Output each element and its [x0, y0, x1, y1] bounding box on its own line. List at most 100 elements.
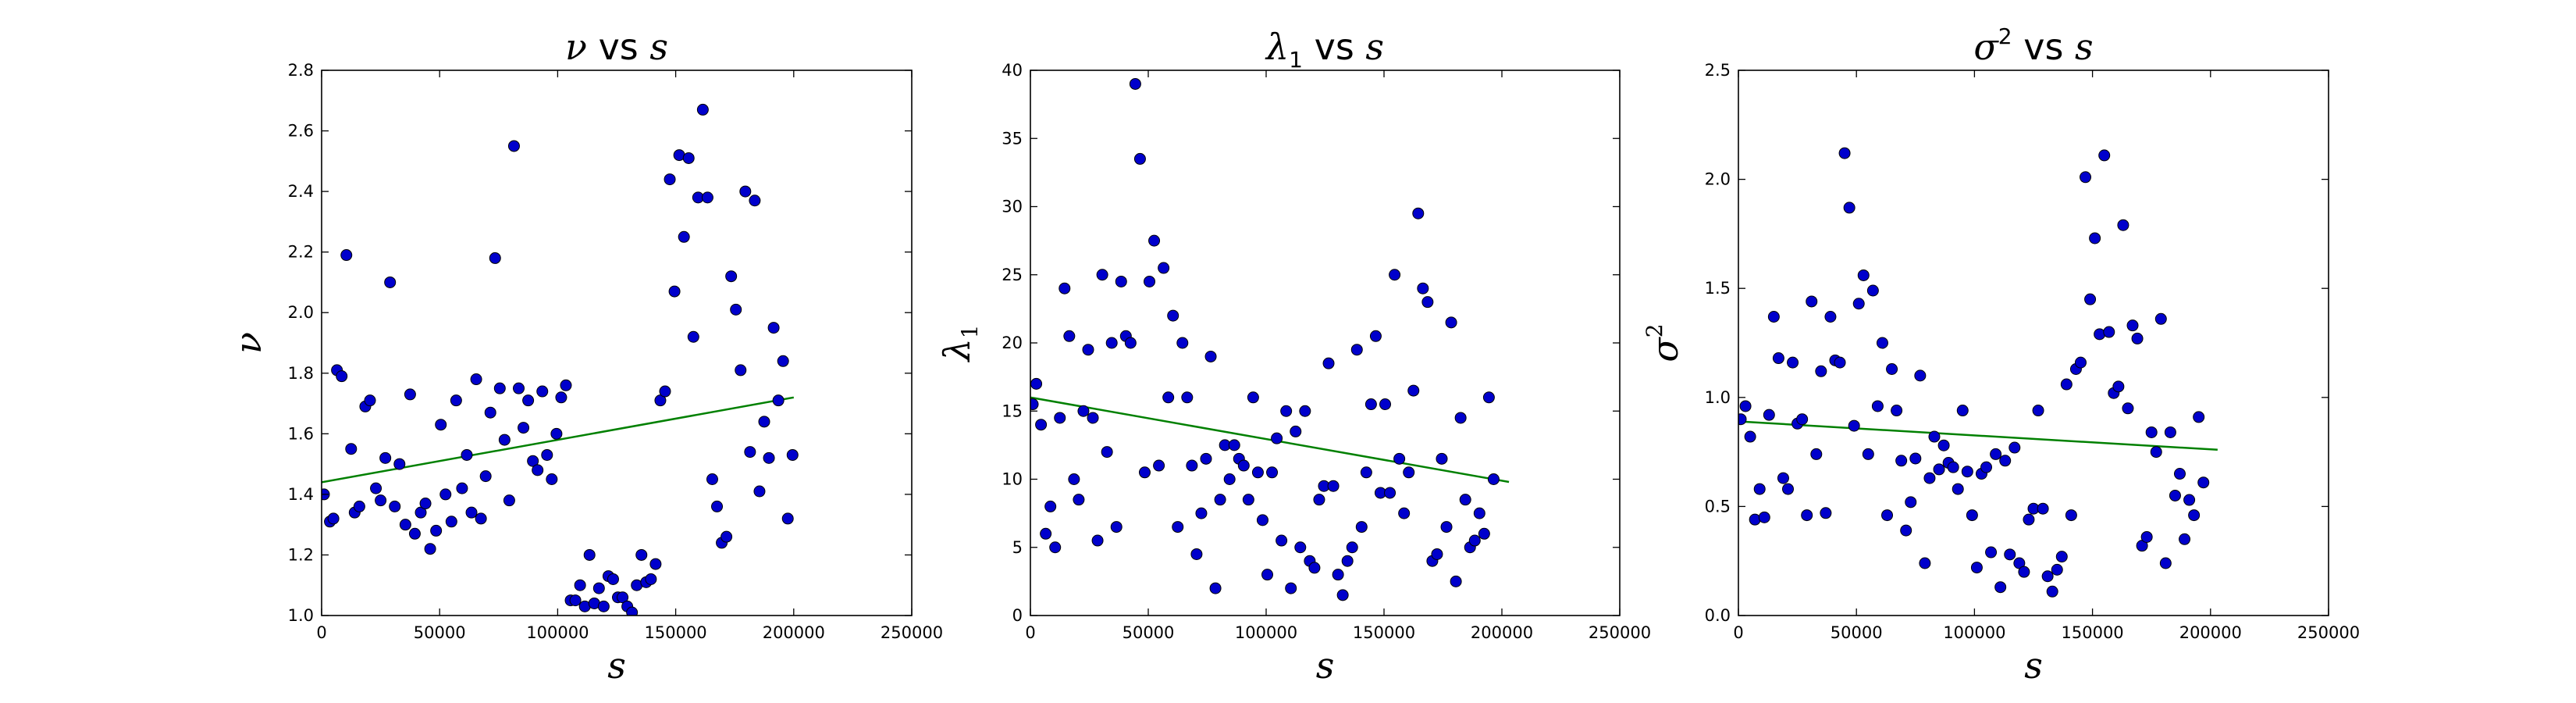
x-tick-label: 150000 — [645, 623, 707, 642]
data-point — [1144, 275, 1156, 287]
data-point — [1445, 316, 1457, 329]
data-point — [1891, 405, 1903, 417]
data-point — [1862, 448, 1874, 460]
data-point — [1417, 282, 1429, 294]
data-point — [2164, 426, 2176, 438]
data-point — [1054, 412, 1066, 424]
y-axis-label-superscript: 2 — [1642, 323, 1667, 337]
data-point — [1772, 352, 1784, 365]
data-point — [1379, 398, 1392, 411]
data-point — [327, 512, 340, 525]
data-point — [767, 322, 780, 334]
data-point — [617, 591, 629, 604]
data-point — [569, 594, 582, 607]
fit-line — [1738, 420, 2218, 451]
data-point — [470, 373, 482, 386]
data-point — [498, 434, 511, 446]
chart-title-subscript: 1 — [1289, 47, 1303, 73]
data-point — [1096, 269, 1108, 281]
data-point — [1738, 413, 1747, 426]
chart-panels: ν vs s0 50000 100000 150000 200000 2500001.01… — [227, 23, 2360, 687]
data-point — [1468, 534, 1481, 547]
data-point — [2051, 563, 2063, 576]
data-point — [1153, 459, 1165, 472]
data-point — [2080, 171, 2092, 184]
data-point — [592, 582, 605, 594]
data-point — [1242, 494, 1254, 506]
data-point — [435, 419, 447, 431]
data-point — [2197, 476, 2210, 489]
y-tick-label: 15 — [1002, 401, 1023, 420]
chart-title-variable: s — [649, 26, 668, 68]
data-point — [532, 464, 544, 476]
data-point — [1077, 405, 1090, 417]
data-point — [1384, 487, 1397, 499]
data-point — [1421, 296, 1434, 309]
data-point — [1030, 377, 1043, 390]
data-point — [1251, 466, 1264, 479]
fit-line — [1030, 396, 1510, 484]
data-point — [439, 488, 452, 501]
data-point — [1271, 432, 1283, 444]
data-point — [2060, 378, 2073, 391]
data-point — [475, 512, 487, 525]
data-point — [735, 364, 747, 376]
data-point — [399, 519, 411, 531]
data-point — [2183, 494, 2196, 506]
data-point — [461, 448, 473, 461]
data-point — [2169, 489, 2181, 501]
data-point — [744, 446, 756, 459]
data-point — [1167, 309, 1179, 322]
data-point — [711, 500, 724, 512]
data-point — [1933, 463, 1945, 476]
data-point — [1952, 483, 1964, 495]
data-point — [389, 500, 401, 512]
y-tick-label: 2.2 — [288, 243, 314, 262]
data-point — [518, 422, 530, 434]
data-point — [370, 482, 382, 494]
chart-title-symbol: σ — [1973, 26, 1999, 68]
y-tick-label: 40 — [1002, 61, 1023, 80]
data-point — [1403, 466, 1415, 479]
data-point — [1881, 509, 1894, 522]
x-axis-label: s — [2024, 644, 2043, 687]
data-point — [1172, 521, 1184, 533]
data-point — [2193, 411, 2205, 423]
data-point — [1980, 461, 1993, 473]
x-tick-label: 0 — [316, 623, 326, 642]
data-point — [2004, 548, 2016, 561]
data-point — [1035, 419, 1048, 431]
data-point — [393, 458, 406, 470]
data-point — [1909, 452, 1922, 465]
data-point — [1782, 483, 1795, 495]
data-point — [1228, 439, 1240, 451]
data-point — [379, 451, 392, 464]
data-point — [1105, 337, 1118, 349]
data-point — [2154, 312, 2167, 325]
data-point — [649, 558, 662, 570]
panel-nu: ν vs s 0 50000 100000 150000 200000 250000 1.0 1… — [227, 26, 943, 687]
y-tick-label: 2.4 — [288, 182, 314, 201]
data-point — [1332, 569, 1344, 581]
data-point — [1176, 337, 1189, 349]
data-point — [536, 385, 549, 398]
data-point — [1280, 405, 1293, 417]
data-point — [404, 388, 416, 401]
chart-title-superscript: 2 — [1998, 23, 2012, 49]
y-tick-label: 1.8 — [288, 364, 314, 383]
panel-lambda1: λ1 vs s0 50000 100000 150000 200000 250000051… — [936, 26, 1651, 687]
data-point — [2131, 332, 2144, 344]
data-point — [1181, 391, 1194, 404]
chart-title-symbol: λ — [1265, 26, 1289, 68]
data-point — [2065, 509, 2077, 522]
data-point — [1266, 466, 1279, 479]
data-point — [1223, 473, 1236, 485]
y-tick-label: 2.8 — [288, 61, 314, 80]
data-point — [384, 276, 397, 288]
y-tick-label: 0 — [1012, 606, 1023, 625]
data-point — [645, 573, 657, 585]
data-point — [493, 382, 506, 394]
data-point — [725, 270, 738, 283]
data-point — [1369, 330, 1382, 342]
